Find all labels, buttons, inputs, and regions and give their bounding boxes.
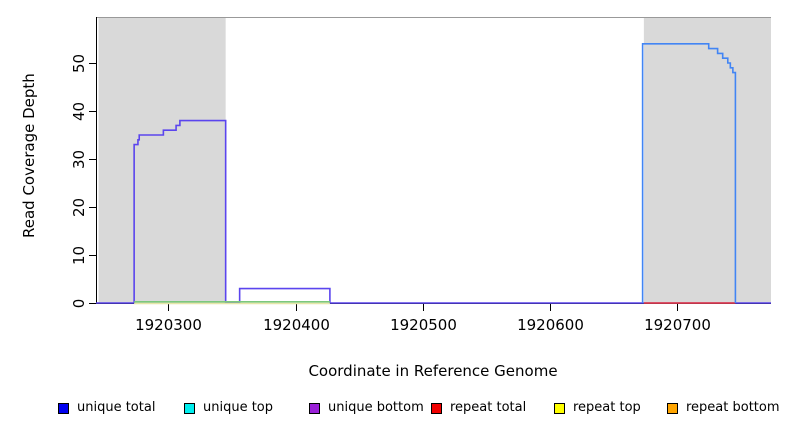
y-tick-label: 0 <box>70 299 88 309</box>
legend-swatch-icon <box>184 402 195 414</box>
y-tick-label: 20 <box>70 198 88 217</box>
legend-label: repeat total <box>450 400 527 415</box>
legend-swatch-icon <box>667 402 678 414</box>
legend-item-repeat-top: repeat top <box>554 399 641 417</box>
series-line <box>96 119 771 304</box>
legend-swatch-icon <box>58 402 69 414</box>
y-tick-label: 10 <box>70 246 88 265</box>
x-axis-title: Coordinate in Reference Genome <box>308 362 558 380</box>
legend-swatch-icon <box>554 402 565 414</box>
legend-item-unique-total: unique total <box>58 399 155 417</box>
y-tick-label: 40 <box>70 102 88 121</box>
legend-label: unique bottom <box>328 400 424 415</box>
x-tick-label: 1920400 <box>263 316 330 334</box>
legend-label: repeat top <box>573 400 641 415</box>
y-tick-label: 50 <box>70 54 88 73</box>
legend-item-unique-bottom: unique bottom <box>309 399 424 417</box>
series-line <box>641 42 737 303</box>
legend-label: repeat bottom <box>686 400 780 415</box>
shaded-region <box>98 17 226 303</box>
legend-label: unique top <box>203 400 274 415</box>
y-tick-label: 30 <box>70 150 88 169</box>
legend-swatch-icon <box>309 402 320 414</box>
legend-label: unique total <box>77 400 156 415</box>
y-axis-title: Read Coverage Depth <box>20 73 38 238</box>
legend-item-repeat-bottom: repeat bottom <box>667 399 780 417</box>
x-tick-label: 1920700 <box>644 316 711 334</box>
shaded-region <box>643 17 771 303</box>
legend-item-unique-top: unique top <box>184 399 273 417</box>
x-tick-label: 1920600 <box>517 316 584 334</box>
legend-swatch-icon <box>431 402 442 414</box>
legend: unique total unique top unique bottom repea… <box>0 399 792 419</box>
legend-item-repeat-total: repeat total <box>431 399 526 417</box>
x-tick-label: 1920500 <box>390 316 457 334</box>
x-tick-label: 1920300 <box>135 316 202 334</box>
